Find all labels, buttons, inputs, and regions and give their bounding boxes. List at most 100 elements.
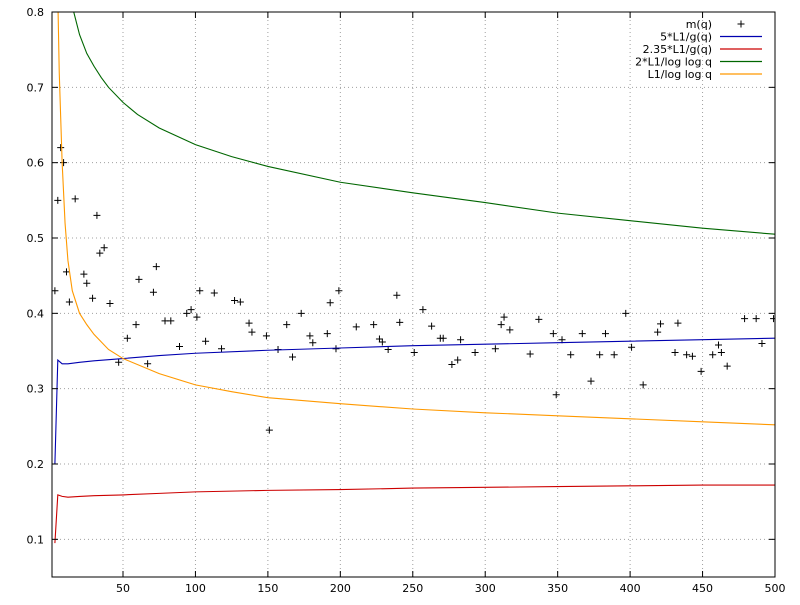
data-point	[96, 249, 104, 257]
data-point	[587, 377, 595, 385]
data-point	[457, 336, 465, 344]
data-point	[193, 313, 201, 321]
data-point	[439, 334, 447, 342]
data-point	[770, 315, 775, 323]
data-point	[231, 297, 239, 305]
data-point	[758, 339, 766, 347]
legend-label: 2.35*L1/g(q)	[643, 43, 712, 56]
series-line-5-l1-g-q	[54, 337, 775, 465]
data-point	[384, 345, 392, 353]
data-point	[71, 195, 79, 203]
data-point	[709, 351, 717, 359]
data-point	[187, 306, 195, 314]
data-point	[115, 358, 123, 366]
legend: m(q)5*L1/g(q)2.35*L1/g(q)2*L1/log log qL…	[635, 18, 762, 81]
data-point	[552, 391, 560, 399]
data-point	[497, 321, 505, 329]
data-point	[410, 349, 418, 357]
data-point	[567, 351, 575, 359]
legend-label: 2*L1/log log q	[635, 56, 712, 69]
y-tick-label: 0.1	[27, 533, 45, 546]
data-point	[306, 332, 314, 340]
y-tick-label: 0.3	[27, 383, 45, 396]
series-m-q-points	[52, 144, 775, 434]
y-tick-label: 0.4	[27, 307, 45, 320]
data-point	[183, 309, 191, 317]
data-point	[218, 345, 226, 353]
data-point	[500, 313, 508, 321]
data-point	[596, 351, 604, 359]
x-tick-label: 450	[692, 582, 713, 595]
x-tick-label: 300	[475, 582, 496, 595]
data-point	[283, 321, 291, 329]
data-point	[683, 351, 691, 359]
data-point	[697, 367, 705, 375]
data-point	[378, 338, 386, 346]
data-point	[671, 349, 679, 357]
data-point	[674, 319, 682, 327]
ticks-layer: 50 100 150 200 250 300 350 400 450 500 0.1 0.2 0.3 0.…	[27, 6, 786, 595]
data-point	[549, 330, 557, 338]
data-point	[622, 309, 630, 317]
data-point	[196, 287, 204, 295]
data-point	[149, 288, 157, 296]
data-point	[535, 315, 543, 323]
x-tick-label: 100	[185, 582, 206, 595]
data-point	[167, 317, 175, 325]
data-point	[123, 334, 131, 342]
legend-label: 5*L1/g(q)	[660, 31, 712, 44]
x-tick-label: 200	[330, 582, 351, 595]
x-tick-label: 250	[402, 582, 423, 595]
y-tick-label: 0.7	[27, 81, 45, 94]
legend-label: L1/log log q	[648, 68, 712, 81]
x-tick-label: 150	[257, 582, 278, 595]
y-tick-label: 0.8	[27, 6, 45, 19]
plot-frame	[51, 11, 776, 578]
data-point	[491, 345, 499, 353]
y-tick-label: 0.2	[27, 458, 45, 471]
data-point	[80, 270, 88, 278]
series-line-2-35-l1-g-q	[54, 484, 775, 544]
y-tick-label: 0.5	[27, 232, 45, 245]
data-point	[393, 291, 401, 299]
data-point	[578, 330, 586, 338]
y-tick-label: 0.6	[27, 157, 45, 170]
data-point	[93, 211, 101, 219]
data-point	[657, 320, 665, 328]
x-tick-label: 500	[765, 582, 786, 595]
x-tick-label: 350	[547, 582, 568, 595]
data-point	[526, 350, 534, 358]
x-tick-label: 50	[116, 582, 130, 595]
data-point	[714, 341, 722, 349]
data-point	[65, 298, 73, 306]
data-point	[717, 349, 725, 357]
data-point	[236, 298, 244, 306]
data-point	[601, 330, 609, 338]
data-point	[654, 328, 662, 336]
data-point	[741, 315, 749, 323]
data-point	[202, 337, 210, 345]
data-point	[176, 342, 184, 350]
legend-marker	[737, 20, 745, 28]
data-point	[454, 356, 462, 364]
data-point	[52, 287, 59, 295]
data-point	[100, 244, 108, 252]
data-point	[639, 381, 647, 389]
data-point	[60, 159, 68, 167]
data-point	[309, 339, 317, 347]
data-point	[752, 315, 760, 323]
data-point	[248, 328, 256, 336]
data-point	[723, 362, 731, 370]
data-point	[375, 335, 383, 343]
data-point	[297, 309, 305, 317]
data-point	[352, 323, 360, 331]
data-point	[323, 330, 331, 338]
data-point	[54, 196, 62, 204]
data-point	[335, 287, 343, 295]
data-point	[428, 322, 436, 330]
data-point	[326, 299, 334, 307]
series-line-l1-log-log-q	[57, 12, 775, 426]
data-point	[506, 326, 514, 334]
data-point	[396, 318, 404, 326]
